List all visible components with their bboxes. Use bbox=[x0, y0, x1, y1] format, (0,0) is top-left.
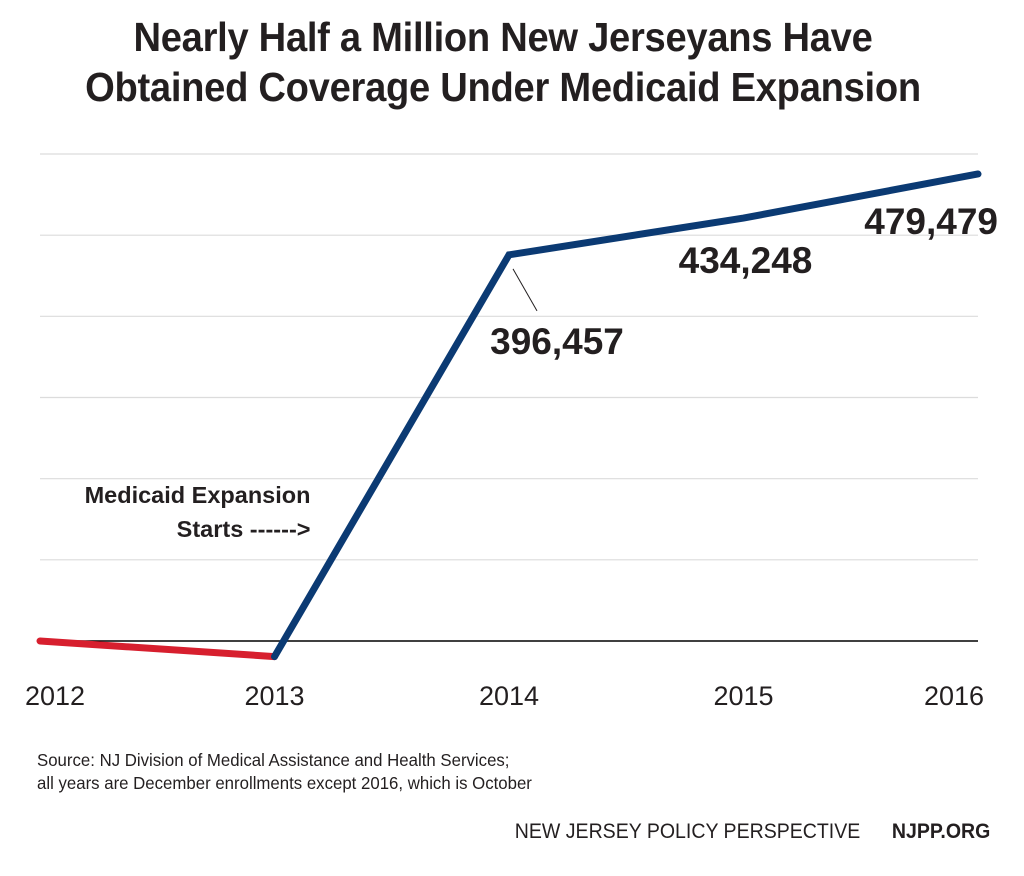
x-tick-label-2014: 2014 bbox=[479, 681, 539, 711]
source-note: Source: NJ Division of Medical Assistanc… bbox=[37, 749, 532, 795]
series-line-pre-expansion bbox=[36, 637, 278, 661]
source-line-1: Source: NJ Division of Medical Assistanc… bbox=[37, 750, 510, 770]
organization-name: NEW JERSEY POLICY PERSPECTIVE bbox=[514, 820, 860, 843]
series-lines bbox=[36, 170, 982, 661]
footer-credit: NEW JERSEY POLICY PERSPECTIVE NJPP.ORG bbox=[514, 820, 990, 844]
expansion-annotation: Medicaid Expansion Starts ------> bbox=[85, 482, 311, 542]
data-label-2014: 396,457 bbox=[490, 321, 624, 362]
x-tick-label-2016: 2016 bbox=[924, 681, 984, 711]
x-axis-tick-labels: 2012 2013 2014 2015 2016 bbox=[25, 681, 984, 711]
annotation-line-2: Starts ------> bbox=[177, 516, 311, 542]
chart-title: Nearly Half a Million New Jerseyans Have… bbox=[35, 12, 971, 112]
data-label-2015: 434,248 bbox=[679, 240, 813, 281]
website-link[interactable]: NJPP.ORG bbox=[891, 820, 990, 843]
leader-line-2014 bbox=[512, 268, 538, 312]
gridlines bbox=[40, 153, 978, 561]
source-line-2: all years are December enrollments excep… bbox=[37, 773, 532, 793]
chart-title-line-2: Obtained Coverage Under Medicaid Expansi… bbox=[85, 64, 921, 110]
x-tick-label-2013: 2013 bbox=[244, 681, 304, 711]
series-line-post-expansion bbox=[271, 170, 982, 661]
data-labels: 396,457 434,248 479,479 bbox=[490, 201, 998, 362]
chart-title-line-1: Nearly Half a Million New Jerseyans Have bbox=[133, 14, 873, 60]
x-tick-label-2012: 2012 bbox=[25, 681, 85, 711]
x-tick-label-2015: 2015 bbox=[713, 681, 773, 711]
annotation-line-1: Medicaid Expansion bbox=[85, 482, 311, 508]
data-label-2016: 479,479 bbox=[864, 201, 998, 242]
